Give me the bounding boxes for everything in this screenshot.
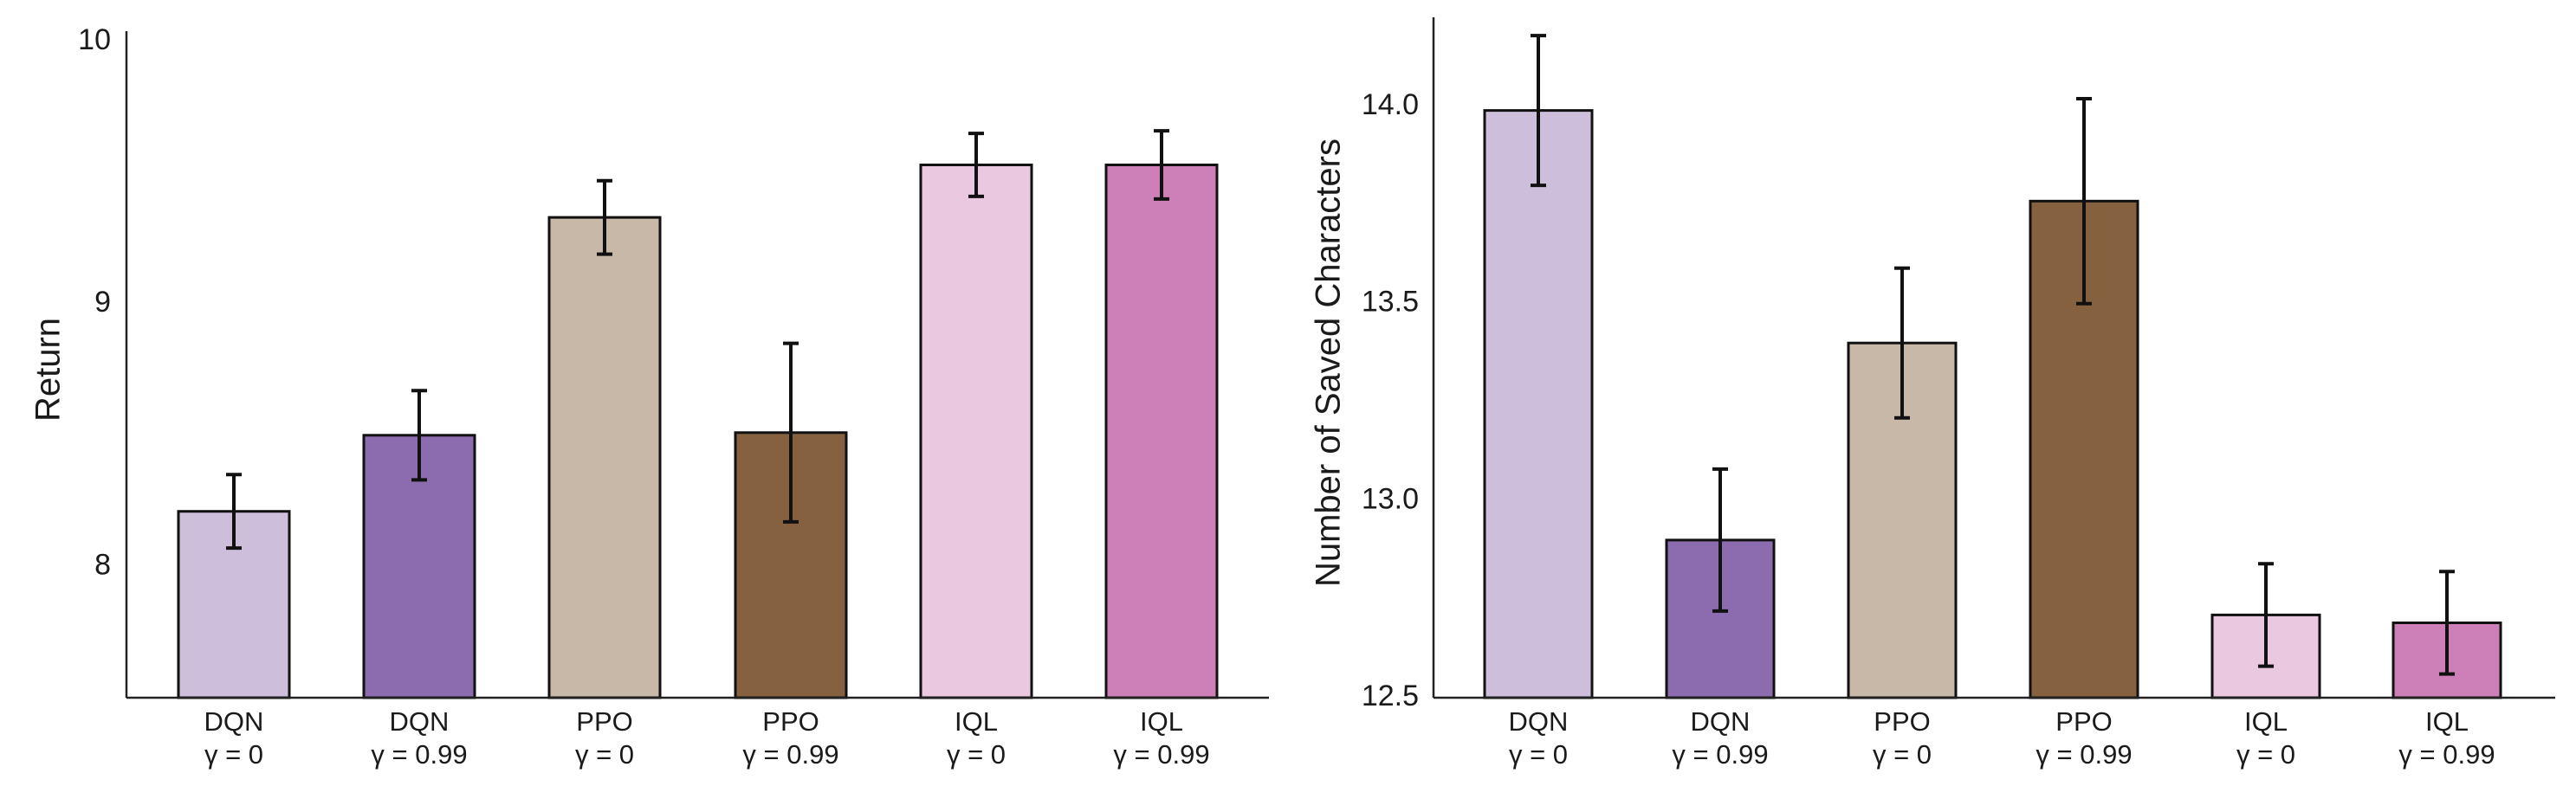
x-tick-label-algo: IQL — [2425, 706, 2469, 737]
y-axis-label: Number of Saved Characters — [1310, 139, 1348, 587]
x-tick-label-gamma: γ = 0 — [1873, 739, 1932, 770]
error-bar — [2439, 570, 2455, 676]
error-bar — [2258, 562, 2274, 668]
y-tick-label: 14.0 — [1362, 88, 1419, 121]
x-tick-label-algo: DQN — [390, 706, 450, 737]
x-tick-label-gamma: γ = 0.99 — [742, 739, 838, 770]
error-bar — [968, 132, 984, 198]
error-bar — [2076, 96, 2092, 306]
saved-characters-chart: 12.5 13.0 13.5 14.0 Number of Saved Characte… — [1310, 17, 2555, 770]
bar — [1104, 164, 1219, 699]
bar — [1847, 341, 1958, 699]
x-tick-label-algo: PPO — [762, 706, 819, 737]
x-tick-label-gamma: γ = 0.99 — [2036, 739, 2132, 770]
y-tick-label: 13.5 — [1362, 286, 1419, 319]
x-tick-label-gamma: γ = 0 — [1509, 739, 1568, 770]
y-tick-label: 10 — [78, 23, 111, 56]
bar — [919, 164, 1033, 699]
x-tick-label-gamma: γ = 0 — [947, 739, 1006, 770]
y-tick-label: 8 — [94, 548, 111, 581]
error-bar — [1712, 467, 1728, 613]
error-bar — [411, 389, 427, 482]
bar — [1483, 109, 1594, 699]
x-tick-label-algo: PPO — [1874, 706, 1930, 737]
y-tick-label: 12.5 — [1362, 680, 1419, 712]
error-bar — [783, 341, 799, 524]
error-bar — [226, 473, 242, 551]
x-tick-label-algo: IQL — [2244, 706, 2288, 737]
y-tick-label: 13.0 — [1362, 482, 1419, 515]
x-tick-label-gamma: γ = 0.99 — [1113, 739, 1209, 770]
x-tick-label-algo: IQL — [1140, 706, 1183, 737]
x-tick-label-gamma: γ = 0.99 — [2398, 739, 2495, 770]
bar — [547, 216, 662, 699]
error-bar — [1531, 34, 1546, 188]
error-bar — [1154, 129, 1169, 201]
y-axis-label: Return — [29, 318, 68, 422]
x-tick-label-gamma: γ = 0.99 — [371, 739, 467, 770]
x-tick-label-gamma: γ = 0 — [2236, 739, 2295, 770]
x-tick-label-algo: PPO — [576, 706, 632, 737]
error-bar — [597, 178, 612, 256]
bar — [1665, 538, 1776, 699]
x-tick-label-algo: DQN — [1691, 706, 1751, 737]
x-tick-label-algo: DQN — [1509, 706, 1569, 737]
x-tick-label-algo: PPO — [2055, 706, 2112, 737]
y-tick-label: 9 — [94, 286, 111, 319]
error-bar — [1894, 266, 1910, 420]
x-tick-label-gamma: γ = 0 — [575, 739, 634, 770]
x-tick-label-gamma: γ = 0 — [204, 739, 263, 770]
x-tick-label-gamma: γ = 0.99 — [1672, 739, 1768, 770]
x-tick-label-algo: IQL — [955, 706, 998, 737]
x-tick-label-algo: DQN — [204, 706, 264, 737]
